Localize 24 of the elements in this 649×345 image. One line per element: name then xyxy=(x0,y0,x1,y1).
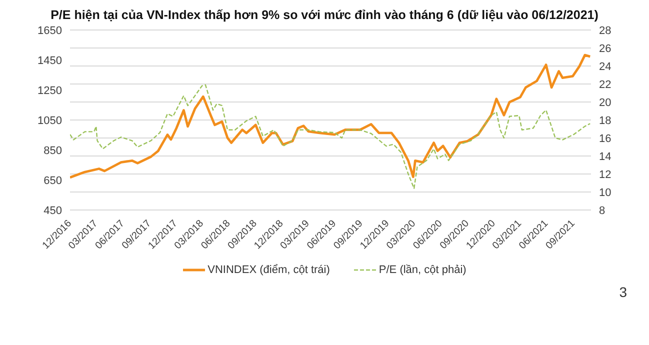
y-tick-label: 450 xyxy=(44,204,62,217)
y2-tick-label: 16 xyxy=(599,132,612,145)
y2-tick-label: 22 xyxy=(599,78,612,91)
y2-tick-label: 26 xyxy=(599,42,612,55)
y2-tick-label: 18 xyxy=(599,114,612,127)
y2-tick-label: 20 xyxy=(599,96,612,109)
legend-label: VNINDEX (điểm, cột trái) xyxy=(208,264,330,276)
y-tick-label: 1050 xyxy=(38,114,62,127)
y-tick-label: 850 xyxy=(44,144,62,157)
y2-tick-label: 24 xyxy=(599,60,612,73)
line-series xyxy=(70,54,591,179)
y-tick-label: 1650 xyxy=(38,24,62,37)
text: 3 xyxy=(618,284,628,300)
y-tick-label: 650 xyxy=(44,174,62,187)
chart-title: P/E hiện tại của VN-Index thấp hơn 9% so với mức đỉnh vào tháng 6 (dữ liệu vào 06/12/2021) xyxy=(50,8,600,22)
line-series xyxy=(70,84,591,189)
y2-tick-label: 10 xyxy=(599,186,612,199)
y2-tick-label: 28 xyxy=(599,24,612,37)
legend-label: P/E (lần, cột phải) xyxy=(378,264,466,276)
y2-tick-label: 12 xyxy=(599,168,612,181)
y2-tick-label: 8 xyxy=(599,204,606,217)
y2-tick-label: 14 xyxy=(599,150,612,163)
y-tick-label: 1450 xyxy=(38,54,62,67)
y-tick-label: 1250 xyxy=(38,84,62,97)
